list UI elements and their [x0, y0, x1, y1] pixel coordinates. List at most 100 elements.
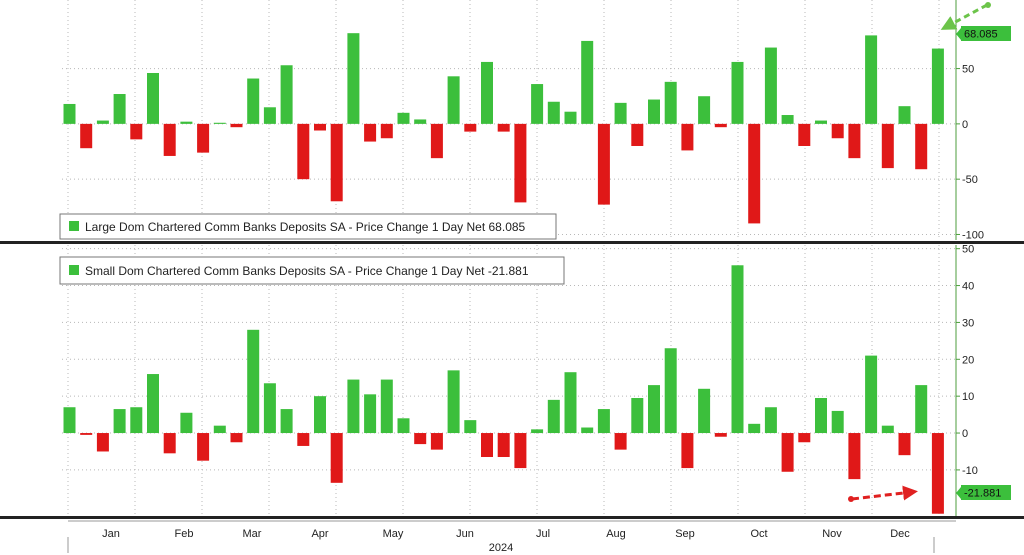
bar	[481, 61, 493, 124]
bar	[681, 123, 694, 151]
bar	[531, 84, 544, 124]
bar	[180, 412, 193, 434]
annotation-arrow-green	[940, 3, 988, 30]
bar	[831, 123, 844, 139]
bar	[113, 94, 126, 124]
bar	[564, 111, 577, 124]
bar	[80, 123, 93, 149]
bar	[364, 394, 377, 434]
bar	[414, 119, 427, 124]
bar	[247, 329, 260, 434]
badge-value-bottom: -21.881	[964, 488, 1001, 500]
bar	[731, 265, 744, 434]
x-tick-label-month: Oct	[750, 528, 767, 540]
y-tick-label: 0	[962, 119, 968, 131]
bar	[330, 433, 343, 483]
y-tick-label: 30	[962, 317, 974, 329]
bar	[497, 123, 510, 132]
bar	[714, 123, 727, 128]
bar	[314, 123, 326, 131]
bar	[798, 123, 811, 146]
bar	[564, 372, 577, 434]
badge-bg-bottom	[961, 485, 1011, 500]
x-axis-labels: Jan Feb Mar Apr May Jun Jul Aug Sep Oct Nov Dec	[102, 528, 910, 540]
x-tick-label-month: Mar	[243, 528, 262, 540]
y-tick-label: 50	[962, 244, 974, 256]
bar	[147, 374, 159, 434]
legend-swatch-bottom	[69, 265, 79, 275]
bar	[163, 123, 176, 156]
bar	[430, 433, 443, 450]
bar	[681, 433, 694, 469]
bar	[865, 355, 878, 434]
bar	[447, 76, 460, 124]
y-tick-label: 20	[962, 354, 974, 366]
bar	[113, 409, 126, 434]
panel-large-banks: 50 0 -50 -100 Large Dom Chartered Comm Bank…	[59, 0, 1011, 241]
bar	[698, 388, 711, 434]
bar	[865, 35, 878, 124]
panel-separator	[0, 241, 1024, 244]
last-value-badge-bottom: -21.881	[956, 485, 1011, 500]
x-tick-label-month: Nov	[822, 528, 842, 540]
bar	[230, 433, 243, 443]
legend-box-bottom	[59, 256, 565, 285]
badge-pointer-top	[956, 28, 961, 40]
bar	[831, 410, 844, 434]
bar	[297, 433, 310, 446]
badge-bg-top	[961, 26, 1011, 41]
bar	[380, 379, 393, 434]
bar	[547, 101, 560, 124]
x-axis-bar	[0, 516, 1024, 519]
bar	[631, 123, 644, 146]
bar	[481, 433, 493, 458]
x-tick-label-month: Jun	[456, 528, 474, 540]
bar	[881, 123, 894, 169]
x-tick-label-month: Apr	[311, 528, 328, 540]
grid-bottom	[62, 245, 956, 516]
x-tick-label-month: Sep	[675, 528, 695, 540]
bar	[130, 123, 143, 140]
x-tick-label-month: Jan	[102, 528, 120, 540]
bar	[163, 433, 176, 454]
bars-small-banks	[63, 265, 944, 514]
bar	[197, 123, 210, 153]
bar	[297, 123, 310, 180]
bar	[781, 433, 794, 472]
bar	[80, 433, 93, 435]
bar	[714, 433, 727, 437]
bar	[815, 120, 827, 124]
bar	[213, 122, 226, 124]
bar	[230, 123, 243, 128]
last-value-badge-top: 68.085	[956, 26, 1011, 41]
bar	[547, 399, 560, 434]
bar	[597, 409, 610, 434]
annotation-arrow-red-tail	[848, 496, 854, 502]
y-tick-label: 40	[962, 281, 974, 293]
bar	[798, 433, 811, 443]
bar	[430, 123, 443, 159]
annotation-arrow-red	[851, 485, 918, 501]
bar	[931, 433, 944, 514]
y-axis-ticks-bottom: 50 40 30 20 10 0 -10	[956, 244, 978, 477]
bar	[581, 40, 594, 124]
bar	[280, 409, 293, 434]
y-axis-ticks-top: 50 0 -50 -100	[956, 64, 984, 241]
bar	[898, 433, 911, 456]
bar	[347, 33, 360, 124]
bar	[180, 121, 193, 124]
bar	[781, 115, 794, 124]
bar	[531, 429, 544, 434]
legend-box-top	[59, 213, 557, 240]
x-tick-label-month: Jul	[536, 528, 550, 540]
bar	[380, 123, 393, 139]
bar	[648, 99, 660, 124]
bar	[514, 123, 527, 203]
bar	[664, 81, 677, 124]
bar	[848, 433, 861, 480]
bar	[247, 78, 260, 124]
x-tick-label-month: Dec	[890, 528, 910, 540]
bar	[614, 102, 627, 124]
bar	[263, 383, 276, 434]
annotation-arrow-green-tail	[985, 2, 991, 8]
